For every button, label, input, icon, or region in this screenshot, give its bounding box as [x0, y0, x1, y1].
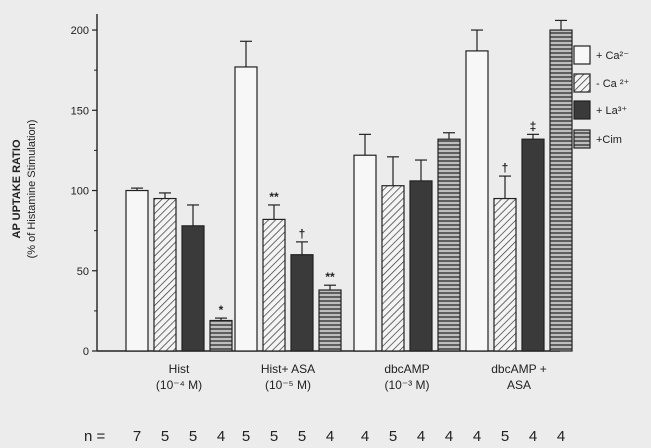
n-value: 4	[445, 428, 453, 445]
group-sublabel: (10⁻⁴ M)	[156, 378, 202, 392]
legend-swatch	[573, 45, 591, 65]
significance-mark: †	[502, 161, 509, 175]
bar	[318, 289, 342, 352]
legend-label: - Ca ²⁺	[596, 78, 630, 90]
bar	[381, 185, 405, 352]
group-label: dbcAMP +	[491, 362, 546, 376]
legend-swatch	[573, 129, 591, 149]
legend-label: +Cim	[596, 134, 622, 146]
y-tick-label: 0	[83, 346, 89, 358]
y-tick-label: 50	[77, 266, 89, 278]
bar	[290, 254, 314, 352]
y-tick-label: 150	[71, 105, 89, 117]
bar	[437, 138, 461, 352]
significance-mark: †	[299, 227, 306, 241]
legend-swatch	[573, 73, 591, 93]
bar	[181, 225, 205, 352]
group-label: Hist	[169, 362, 190, 376]
n-value: 5	[501, 428, 509, 445]
n-value: 4	[361, 428, 369, 445]
legend-swatch	[573, 100, 591, 120]
n-value: 7	[133, 428, 141, 445]
significance-mark: **	[269, 190, 279, 204]
group-sublabel: (10⁻³ M)	[385, 378, 430, 392]
n-value: 5	[298, 428, 306, 445]
group-sublabel: (10⁻⁵ M)	[265, 378, 311, 392]
n-value: 5	[189, 428, 197, 445]
legend-label: + Ca²⁻	[596, 50, 629, 62]
bar	[521, 138, 545, 352]
bar	[353, 154, 377, 352]
group-sublabel: ASA	[507, 378, 531, 392]
group-label: Hist+ ASA	[261, 362, 315, 376]
n-value: 4	[217, 428, 225, 445]
n-label: n =	[84, 428, 106, 445]
n-value: 4	[473, 428, 481, 445]
significance-mark: **	[325, 270, 335, 284]
n-value: 4	[326, 428, 334, 445]
n-value: 5	[161, 428, 169, 445]
significance-mark: *	[219, 303, 224, 317]
y-tick-label: 200	[71, 25, 89, 37]
n-value: 4	[417, 428, 425, 445]
legend: + Ca²⁻ - Ca ²⁺ + La³⁺ +Cim	[573, 45, 630, 149]
n-value: 4	[529, 428, 537, 445]
legend-label: + La³⁺	[596, 105, 627, 117]
bar	[125, 189, 149, 352]
group-label: dbcAMP	[384, 362, 429, 376]
bar	[262, 218, 286, 352]
significance-mark: ‡	[530, 119, 537, 133]
y-axis-title: AP UPTAKE RATIO	[11, 139, 23, 238]
bar	[234, 66, 258, 352]
bars: ***†**†‡	[125, 19, 573, 352]
n-value: 5	[242, 428, 250, 445]
y-axis-subtitle: (% of Histamine Stimulation)	[26, 120, 38, 259]
n-value: 5	[389, 428, 397, 445]
bar	[209, 319, 233, 352]
bar	[465, 50, 489, 352]
y-tick-label: 100	[71, 186, 89, 198]
bar	[409, 180, 433, 352]
n-value: 5	[270, 428, 278, 445]
bar	[493, 197, 517, 352]
n-value: 4	[557, 428, 565, 445]
bar	[153, 197, 177, 352]
bar	[549, 29, 573, 352]
